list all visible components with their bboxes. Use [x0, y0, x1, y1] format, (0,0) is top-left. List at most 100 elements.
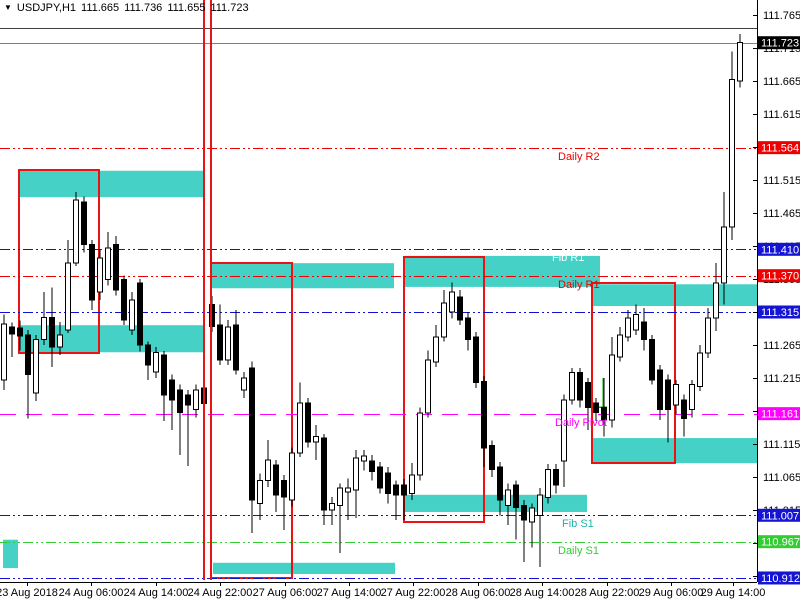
ohlc-close: 111.723 — [210, 2, 249, 14]
candle-bullish — [737, 42, 743, 82]
line-label-daily-pivot: Daily Pivot — [555, 417, 607, 429]
candle-bullish — [537, 494, 543, 516]
candle-bullish — [625, 317, 631, 338]
price-badge — [758, 36, 800, 50]
candle-bullish — [297, 402, 303, 454]
candle-bearish — [665, 379, 671, 411]
price-badge-label: 111.723 — [761, 38, 799, 50]
candle-bullish — [425, 359, 431, 414]
time-label: 27 Aug 06:00 — [253, 587, 318, 599]
price-badge-label: 110.967 — [761, 537, 800, 549]
supply-demand-zone — [212, 263, 394, 289]
price-badge-label: 111.161 — [761, 409, 799, 421]
candle-bullish — [265, 459, 271, 481]
price-badge — [758, 141, 800, 155]
candle-bullish — [729, 79, 735, 228]
candle-bullish — [329, 502, 335, 511]
price-badge — [758, 508, 800, 522]
candle-bullish — [721, 226, 727, 284]
price-scale[interactable] — [757, 0, 800, 582]
candle-bearish — [161, 354, 167, 396]
time-scale[interactable] — [0, 582, 757, 600]
candle-bullish — [97, 257, 103, 293]
candle-bearish — [681, 399, 687, 419]
price-badge — [758, 407, 800, 421]
candle-bearish — [145, 344, 151, 366]
candle-bullish — [361, 455, 367, 462]
time-label: 28 Aug 06:00 — [446, 587, 511, 599]
candle-bearish — [113, 244, 119, 291]
price-label: 111.515 — [763, 175, 800, 187]
candle-bearish — [553, 469, 559, 486]
candle-bullish — [505, 489, 511, 506]
price-badge-label: 111.007 — [761, 510, 799, 522]
candle-bullish — [705, 317, 711, 354]
candle-bullish — [417, 412, 423, 476]
candle-bearish — [273, 464, 279, 496]
time-label: 29 Aug 06:00 — [639, 587, 704, 599]
ohlc-low: 111.655 — [167, 2, 206, 14]
time-label: 24 Aug 14:00 — [124, 587, 189, 599]
candle-bullish — [337, 487, 343, 506]
price-label: 111.265 — [763, 340, 800, 352]
price-label: 111.215 — [763, 373, 800, 385]
candle-bullish — [633, 314, 639, 331]
price-badge-label: 111.564 — [761, 143, 799, 155]
candle-bearish — [185, 394, 191, 406]
candle-bullish — [57, 334, 63, 348]
price-label: 111.115 — [763, 439, 800, 451]
candle-bullish — [449, 291, 455, 313]
supply-demand-zone — [213, 562, 395, 575]
candle-bullish — [153, 351, 159, 373]
candle-bearish — [321, 437, 327, 511]
candle-bullish — [409, 474, 415, 494]
candle-bullish — [609, 354, 615, 421]
price-label: 111.665 — [763, 76, 800, 88]
candle-bearish — [489, 444, 495, 471]
ohlc-open: 111.665 — [81, 2, 120, 14]
price-badge — [758, 535, 800, 549]
candle-bullish — [129, 299, 135, 331]
candle-bullish — [345, 487, 351, 493]
candle-bearish — [577, 372, 583, 401]
line-label-fib-r1: Fib R1 — [552, 252, 584, 264]
candle-bearish — [497, 466, 503, 501]
candle-bullish — [105, 247, 111, 281]
supply-demand-zone — [404, 255, 600, 287]
candle-bullish — [441, 302, 447, 338]
candle-bearish — [385, 472, 391, 495]
candle-bearish — [377, 466, 383, 489]
price-label: 111.615 — [763, 109, 800, 121]
candle-bearish — [169, 379, 175, 401]
supply-demand-zone — [404, 494, 587, 512]
candle-bearish — [481, 380, 487, 449]
candle-bearish — [233, 324, 239, 371]
candle-bearish — [25, 334, 31, 376]
chart-title: ▼ USDJPY,H1 111.665 111.736 111.655 111.… — [4, 2, 249, 14]
candle-bearish — [393, 484, 399, 496]
candle-bullish — [529, 507, 535, 523]
supply-demand-zone — [19, 170, 203, 198]
time-label: 27 Aug 14:00 — [317, 587, 382, 599]
supply-demand-zone — [3, 539, 18, 569]
candle-bullish — [73, 199, 79, 264]
candle-bullish — [353, 457, 359, 491]
candle-bearish — [17, 327, 23, 337]
line-label-daily-r2: Daily R2 — [558, 151, 600, 163]
highlight-box — [591, 281, 676, 465]
candle-bearish — [585, 382, 591, 409]
candle-bullish — [41, 316, 47, 341]
candle-bearish — [177, 389, 183, 413]
chart-menu-icon[interactable]: ▼ — [4, 3, 12, 12]
candle-bullish — [65, 262, 71, 331]
price-label: 111.465 — [763, 208, 800, 220]
candle-bullish — [617, 334, 623, 358]
candle-bearish — [513, 484, 519, 508]
price-label: 111.765 — [763, 10, 800, 22]
time-label: 27 Aug 22:00 — [381, 587, 446, 599]
candle-bearish — [49, 316, 55, 348]
line-label-daily-s1: Daily S1 — [558, 545, 599, 557]
candle-bearish — [121, 279, 127, 321]
